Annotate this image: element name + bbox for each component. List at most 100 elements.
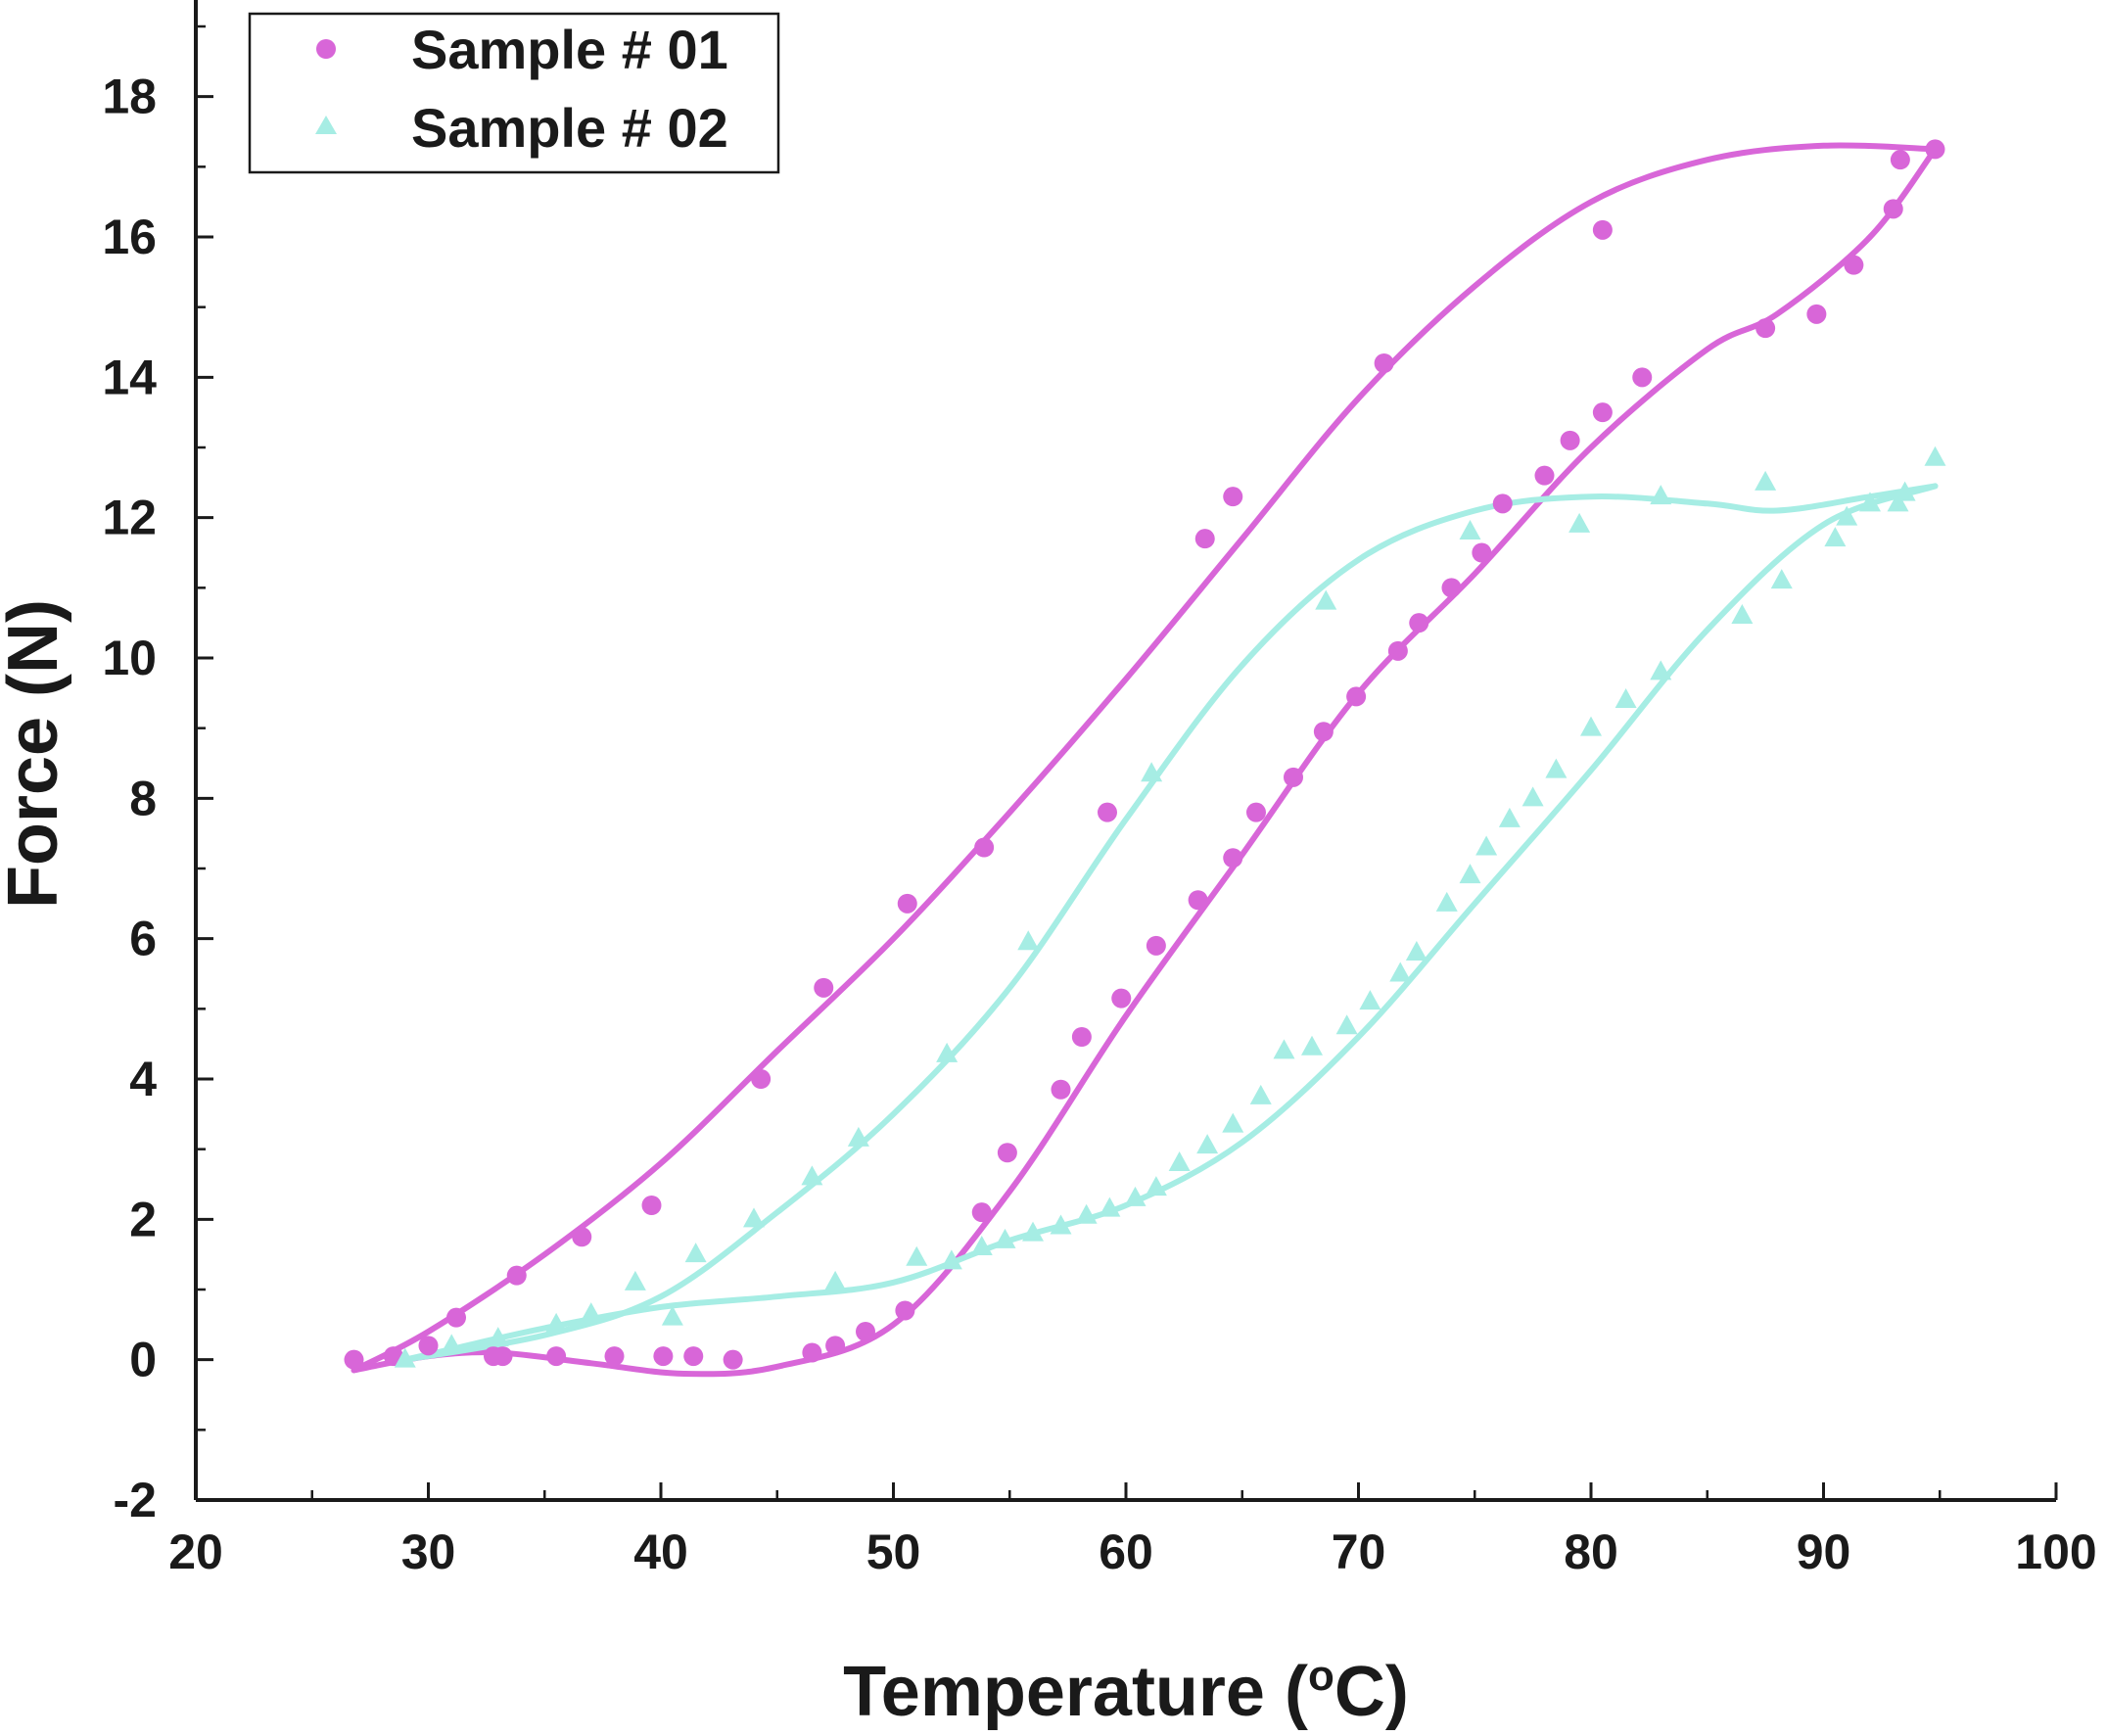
sample-01-data-point <box>446 1307 466 1328</box>
sample-01-data-point <box>802 1342 822 1363</box>
sample-02-data-point <box>1924 446 1946 466</box>
sample-01-data-point <box>1223 487 1243 507</box>
sample-02-data-point <box>1141 762 1163 782</box>
sample-01-data-point <box>1592 402 1613 423</box>
sample-02-heating-curve <box>401 483 1939 1363</box>
sample-01-data-point <box>825 1336 846 1356</box>
sample-02-data-point <box>847 1126 869 1147</box>
sample-02-data-point <box>1017 930 1040 951</box>
sample-02-data-point <box>487 1327 509 1347</box>
sample-02-data-point <box>970 1236 993 1255</box>
sample-02-data-point <box>1145 1176 1167 1196</box>
sample-02-data-point <box>936 1042 959 1062</box>
legend-label-sample-01: Sample # 01 <box>411 19 728 80</box>
x-axis-title-superscript: o <box>1308 1652 1334 1700</box>
y-tick-label: 4 <box>129 1052 157 1106</box>
sample-01-data-point <box>344 1349 364 1370</box>
sample-02-data-point <box>1650 660 1672 680</box>
sample-02-data-point <box>624 1270 646 1290</box>
sample-02-data-point <box>1124 1186 1147 1206</box>
legend-marker-sample-02 <box>315 116 337 134</box>
sample-01-data-point <box>1560 430 1580 450</box>
x-tick-label: 30 <box>401 1525 456 1579</box>
sample-02-data-point <box>1196 1134 1219 1154</box>
y-tick-label: 16 <box>102 210 157 264</box>
sample-02-data-point <box>824 1270 847 1290</box>
sample-01-data-point <box>751 1069 772 1089</box>
sample-01-data-point <box>895 1300 915 1321</box>
sample-02-data-point <box>994 1228 1016 1248</box>
sample-01-data-point <box>1111 988 1132 1009</box>
sample-02-data-point <box>1050 1214 1072 1235</box>
sample-01-data-point <box>1925 139 1945 160</box>
sample-02-data-point <box>661 1305 683 1326</box>
sample-02-cooling-curve <box>401 483 1939 1363</box>
legend-marker-sample-01 <box>316 39 336 59</box>
sample-02-data-point <box>1249 1084 1272 1104</box>
sample-02-data-point <box>1521 786 1544 807</box>
sample-02-data-point <box>1075 1203 1098 1224</box>
sample-02-data-point <box>1389 962 1412 982</box>
sample-02-data-point <box>1824 527 1847 547</box>
y-tick-label: 12 <box>102 491 157 545</box>
sample-01-data-point <box>1284 767 1303 787</box>
y-tick-label: -2 <box>114 1473 157 1527</box>
sample-02-data-point <box>1273 1039 1295 1059</box>
sample-01-data-point <box>484 1346 503 1367</box>
sample-01-data-point <box>1441 578 1462 598</box>
x-tick-label: 20 <box>168 1525 223 1579</box>
y-tick-label: 14 <box>102 350 157 404</box>
data-points <box>344 139 1946 1370</box>
sample-02-data-point <box>1435 891 1458 912</box>
sample-02-data-point <box>1301 1035 1323 1056</box>
y-tick-label: 2 <box>129 1192 157 1246</box>
sample-01-data-point <box>506 1265 527 1286</box>
sample-01-data-point <box>604 1346 625 1367</box>
sample-01-data-point <box>1387 640 1408 661</box>
x-tick-label: 90 <box>1797 1525 1851 1579</box>
sample-02-data-point <box>394 1347 416 1368</box>
sample-02-data-point <box>1335 1014 1358 1035</box>
y-tick-label: 10 <box>102 631 157 685</box>
sample-01-data-point <box>1632 367 1653 388</box>
sample-02-data-point <box>545 1312 568 1333</box>
sample-02-data-point <box>1650 485 1672 505</box>
legend-box <box>248 12 780 174</box>
sample-02-data-point <box>1731 604 1754 624</box>
sample-01-data-point <box>653 1346 674 1367</box>
sample-02-data-point <box>1459 520 1481 540</box>
fit-curves <box>351 142 1939 1378</box>
sample-01-data-point <box>897 893 917 914</box>
x-tick-label: 80 <box>1564 1525 1618 1579</box>
sample-01-data-point <box>974 837 995 858</box>
y-tick-label: 8 <box>129 771 157 825</box>
x-tick-label: 40 <box>633 1525 688 1579</box>
sample-01-data-point <box>1098 802 1117 822</box>
sample-01-data-point <box>1313 722 1334 742</box>
sample-01-data-point <box>1374 353 1394 373</box>
x-tick-label: 100 <box>2015 1525 2096 1579</box>
sample-02-data-point <box>1099 1196 1121 1217</box>
sample-01-data-point <box>1844 255 1864 275</box>
sample-01-data-point <box>1409 613 1429 633</box>
sample-02-data-point <box>940 1249 962 1270</box>
sample-01-data-point <box>1472 542 1492 563</box>
sample-02-data-point <box>684 1243 707 1263</box>
sample-01-data-point <box>641 1196 662 1215</box>
sample-02-data-point <box>1459 864 1481 884</box>
x-tick-label: 60 <box>1099 1525 1153 1579</box>
sample-02-data-point <box>580 1302 602 1323</box>
x-tick-label: 70 <box>1332 1525 1386 1579</box>
x-ticks: 20 30 40 50 60 70 80 90 100 <box>168 1482 2097 1579</box>
sample-02-data-point <box>1359 990 1381 1010</box>
sample-02-data-point <box>1859 492 1881 512</box>
x-tick-label: 50 <box>866 1525 921 1579</box>
y-ticks: -2 0 2 4 6 8 10 12 14 16 18 <box>102 24 213 1527</box>
sample-01-data-point <box>1194 529 1215 549</box>
legend: Sample # 01 Sample # 02 <box>248 12 780 174</box>
sample-01-data-point <box>1246 802 1266 822</box>
sample-01-data-point <box>814 977 834 998</box>
sample-02-data-point <box>743 1207 765 1228</box>
sample-02-data-point <box>1770 569 1793 589</box>
